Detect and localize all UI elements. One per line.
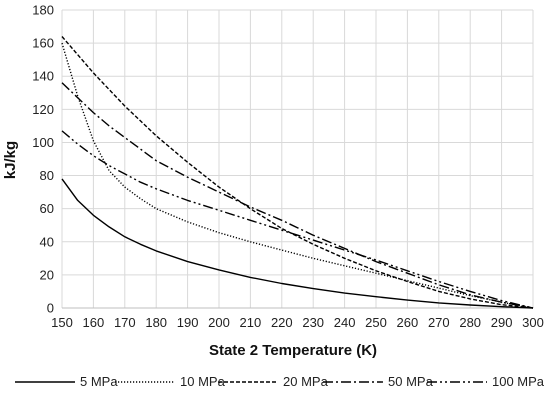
x-tick-label: 160 xyxy=(83,315,105,330)
series-line-5-mpa xyxy=(61,178,534,309)
legend-label: 100 MPa xyxy=(492,374,545,389)
x-tick-label: 210 xyxy=(240,315,262,330)
series-line-100-mpa xyxy=(61,130,534,309)
x-tick-label: 260 xyxy=(397,315,419,330)
x-tick-label: 200 xyxy=(208,315,230,330)
y-tick-label: 100 xyxy=(32,135,54,150)
legend-label: 10 MPa xyxy=(180,374,226,389)
y-tick-label: 120 xyxy=(32,102,54,117)
x-tick-label: 300 xyxy=(522,315,544,330)
x-tick-label: 270 xyxy=(428,315,450,330)
legend-label: 20 MPa xyxy=(283,374,329,389)
y-tick-label: 140 xyxy=(32,69,54,84)
series-line-50-mpa xyxy=(61,82,534,309)
x-tick-label: 220 xyxy=(271,315,293,330)
series-lines xyxy=(61,36,534,309)
x-tick-label: 240 xyxy=(334,315,356,330)
y-tick-label: 60 xyxy=(40,201,54,216)
x-tick-label: 280 xyxy=(459,315,481,330)
x-tick-label: 170 xyxy=(114,315,136,330)
y-axis-title: kJ/kg xyxy=(2,141,19,179)
y-tick-label: 180 xyxy=(32,3,54,18)
y-tick-label: 160 xyxy=(32,36,54,51)
x-tick-label: 290 xyxy=(491,315,513,330)
legend-label: 50 MPa xyxy=(388,374,434,389)
x-axis-title: State 2 Temperature (K) xyxy=(209,342,377,359)
y-tick-label: 80 xyxy=(40,168,54,183)
y-tick-label: 40 xyxy=(40,234,54,249)
y-tick-label: 20 xyxy=(40,267,54,282)
grid xyxy=(61,9,534,308)
tick-labels: 0 20 40 60 80 100 120 140 160 180 150 160 170 180 190 2… xyxy=(32,3,544,331)
x-tick-label: 150 xyxy=(51,315,73,330)
legend-label: 5 MPa xyxy=(80,374,118,389)
x-tick-label: 190 xyxy=(177,315,199,330)
series-line-20-mpa xyxy=(61,36,534,309)
series-line-10-mpa xyxy=(61,42,534,309)
legend: 5 MPa 10 MPa 20 MPa 50 MPa 100 MPa xyxy=(15,374,545,389)
y-tick-label: 0 xyxy=(47,301,54,316)
x-tick-label: 180 xyxy=(145,315,167,330)
x-tick-label: 230 xyxy=(302,315,324,330)
x-tick-label: 250 xyxy=(365,315,387,330)
